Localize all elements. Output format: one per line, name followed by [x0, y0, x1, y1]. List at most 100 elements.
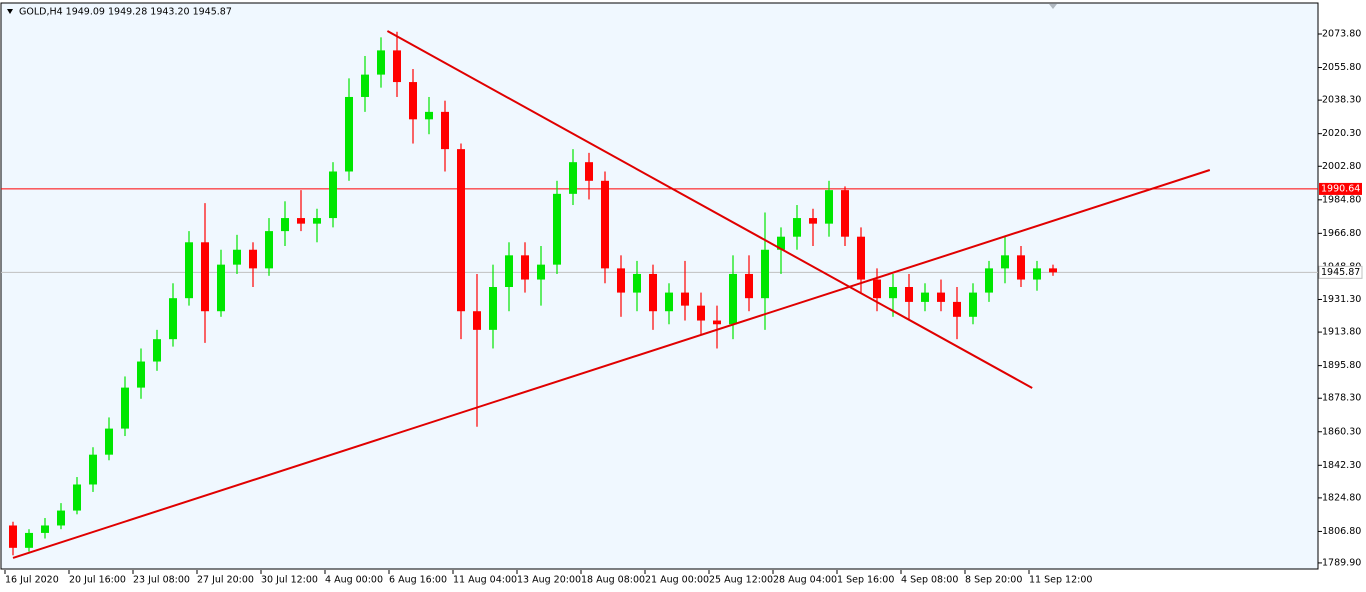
candle-body: [361, 74, 369, 97]
x-tick-label: 4 Sep 08:00: [901, 575, 958, 586]
candle-body: [297, 218, 305, 224]
candle-body: [329, 171, 337, 219]
candle-body: [841, 190, 849, 237]
x-tick-label: 6 Aug 16:00: [389, 575, 447, 586]
candle-body: [505, 255, 513, 287]
bid-label-box: [1318, 265, 1363, 279]
candle-body: [633, 273, 641, 293]
y-tick-label: 1878.30: [1322, 393, 1361, 404]
x-tick-label: 11 Sep 12:00: [1029, 575, 1092, 586]
candle-body: [9, 525, 17, 548]
x-tick-label: 30 Jul 12:00: [261, 575, 318, 586]
x-tick-label: 1 Sep 16:00: [837, 575, 894, 586]
y-tick-label: 1824.80: [1322, 492, 1361, 503]
candle-body: [665, 292, 673, 312]
candle-body: [953, 301, 961, 317]
x-tick-label: 23 Jul 08:00: [133, 575, 190, 586]
candle-body: [441, 111, 449, 150]
candle-body: [537, 264, 545, 280]
candle-body: [73, 484, 81, 511]
candle-body: [57, 510, 65, 526]
candle-body: [25, 532, 33, 548]
shift-marker[interactable]: [1049, 4, 1057, 9]
x-tick-label: 4 Aug 00:00: [325, 575, 383, 586]
candle-body: [265, 231, 273, 269]
candle-body: [697, 305, 705, 321]
candle-body: [425, 111, 433, 120]
candle-body: [521, 255, 529, 280]
x-tick-label: 21 Aug 00:00: [645, 575, 709, 586]
candle-body: [745, 273, 753, 299]
candle-body: [457, 149, 465, 312]
candle-body: [1001, 255, 1009, 269]
candle-body: [345, 96, 353, 172]
y-tick-label: 1895.80: [1322, 360, 1361, 371]
y-tick-label: 2055.80: [1322, 62, 1361, 73]
y-tick-label: 1789.90: [1322, 557, 1361, 568]
candle-body: [153, 339, 161, 362]
bid-label: 1945.87: [1321, 267, 1360, 278]
candle-body: [569, 162, 577, 194]
candle-body: [857, 236, 865, 280]
plot-area: [0, 2, 1319, 570]
candle-body: [681, 292, 689, 306]
candle-body: [601, 180, 609, 269]
x-tick-label: 13 Aug 20:00: [517, 575, 581, 586]
menu-arrow[interactable]: [7, 9, 13, 14]
candle-body: [217, 264, 225, 312]
candle-body: [713, 320, 721, 325]
candle-body: [201, 242, 209, 312]
candle-body: [489, 287, 497, 330]
candle-body: [873, 279, 881, 299]
candle-body: [41, 525, 49, 533]
level-label: 1990.64: [1321, 183, 1360, 194]
y-tick-label: 1984.80: [1322, 194, 1361, 205]
candle-body: [649, 273, 657, 312]
candle-body: [473, 311, 481, 330]
candle-body: [121, 387, 129, 429]
candle-body: [889, 287, 897, 299]
symbol-header: GOLD,H4 1949.09 1949.28 1943.20 1945.87: [19, 7, 232, 18]
x-tick-label: 11 Aug 04:00: [453, 575, 517, 586]
candle-body: [905, 287, 913, 302]
x-tick-label: 25 Aug 12:00: [709, 575, 773, 586]
y-tick-label: 2038.30: [1322, 95, 1361, 106]
candle-body: [921, 292, 929, 302]
candle-body: [233, 249, 241, 265]
level-label-box: [1319, 182, 1362, 195]
candle-body: [617, 268, 625, 293]
candle-body: [393, 50, 401, 83]
candle-body: [1017, 255, 1025, 280]
candle-body: [89, 454, 97, 485]
trendline: [12, 169, 1211, 559]
candle-body: [281, 218, 289, 232]
candle-body: [409, 82, 417, 120]
candle-body: [249, 249, 257, 269]
candle-body: [185, 242, 193, 299]
y-tick-label: 1860.30: [1322, 426, 1361, 437]
candle-body: [105, 428, 113, 455]
candle-body: [969, 292, 977, 317]
x-tick-label: 27 Jul 20:00: [197, 575, 254, 586]
candle-body: [825, 190, 833, 224]
y-tick-label: 1842.30: [1322, 460, 1361, 471]
candle-body: [761, 249, 769, 299]
y-tick-label: 2020.30: [1322, 128, 1361, 139]
candle-body: [729, 273, 737, 325]
y-tick-label: 1931.30: [1322, 294, 1361, 305]
y-tick-label: 2002.80: [1322, 161, 1361, 172]
x-tick-label: 8 Sep 20:00: [965, 575, 1022, 586]
candle-body: [585, 162, 593, 181]
candle-body: [169, 298, 177, 340]
x-tick-label: 18 Aug 08:00: [581, 575, 645, 586]
y-tick-label: 2073.80: [1322, 28, 1361, 39]
x-tick-label: 16 Jul 2020: [5, 575, 59, 586]
candle-body: [777, 236, 785, 250]
candle-body: [137, 361, 145, 388]
candle-body: [937, 292, 945, 302]
candle-body: [1033, 268, 1041, 280]
x-tick-label: 28 Aug 04:00: [773, 575, 837, 586]
y-tick-label: 1913.80: [1322, 327, 1361, 338]
